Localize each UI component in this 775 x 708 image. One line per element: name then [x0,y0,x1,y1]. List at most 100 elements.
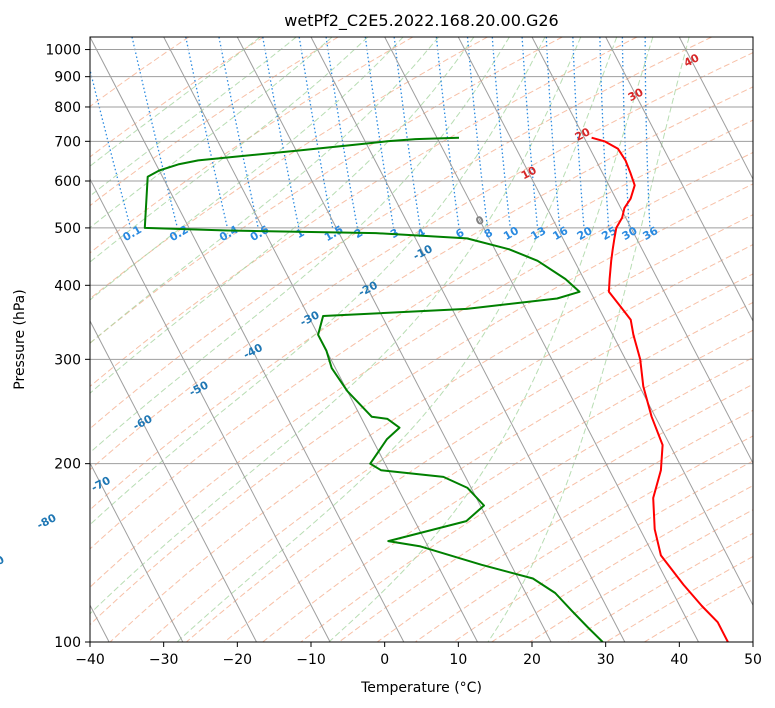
isotherm-label: -50 [187,378,211,399]
moist-adiabat [487,37,690,642]
isotherm-label: -30 [298,308,322,329]
dry-adiabat [90,183,753,626]
isotherm-label: -20 [356,278,380,299]
mixing-ratio-line [644,37,651,228]
plot-frame [89,36,754,643]
mixing-ratio-label: 0.6 [248,223,272,244]
mixing-ratio-line [466,37,489,228]
y-tick-label: 900 [54,70,81,86]
isotherm-line [90,461,184,642]
moist-adiabat [90,37,333,229]
temperature-profile [591,136,729,642]
isotherm-label: -70 [89,474,113,495]
moist-adiabat [90,37,510,454]
y-tick-label: 800 [54,100,81,116]
isotherm-line [384,37,699,642]
isotherm-label: 0 [474,213,487,228]
x-tick-label: 30 [597,652,615,668]
mixing-ratio-label: 16 [551,224,571,243]
x-tick-label: 20 [523,652,541,668]
mixing-ratio-line [131,37,179,229]
isotherm-label: 10 [519,164,539,183]
isotherm-line [752,37,753,39]
y-tick-label: 100 [54,635,81,651]
moist-adiabat [90,37,404,301]
x-tick-label: 50 [744,652,762,668]
dry-adiabat [90,37,488,300]
x-axis: −40 −30 −20 −10 0 10 20 30 40 50 [75,642,762,668]
moist-adiabat [90,37,297,197]
moist-adiabat [176,37,618,642]
y-tick-label: 1000 [45,43,81,59]
x-tick-label: −10 [296,652,326,668]
mixing-ratio-label: 10 [501,224,521,243]
moist-adiabat [90,37,475,394]
isotherm-label: 40 [682,51,702,70]
dewpoint-profile [143,136,604,642]
mixing-ratio-line [364,37,395,229]
isotherm-line [310,37,626,642]
y-tick-label: 600 [54,174,81,190]
dry-adiabat [90,86,753,511]
mixing-ratio-label: 0.2 [167,223,190,244]
dry-adiabat [90,37,563,344]
mixing-ratio-label: 1.5 [322,223,345,244]
x-tick-label: −30 [149,652,179,668]
dry-adiabat [90,37,414,254]
chart-title: wetPf2_C2E5.2022.168.20.00.G26 [284,11,558,31]
mixing-ratio-line [185,37,229,229]
dry-adiabat [90,37,264,158]
isotherm-label: -60 [131,412,155,433]
mixing-ratio-line [545,37,561,228]
isotherm-line [90,319,257,642]
x-tick-label: 10 [449,652,467,668]
dry-adiabat [338,383,753,642]
dry-adiabat [605,555,753,642]
mixing-ratio-line [90,67,132,229]
y-tick-label: 500 [54,221,81,237]
dry-adiabat [90,37,712,430]
isotherm-line [90,178,331,642]
moist-adiabat [90,37,546,526]
mixing-ratio-line [435,37,460,228]
isotherm-line [457,37,753,607]
dry-adiabat [262,329,753,642]
moist-adiabat [90,37,439,344]
mixing-ratio-label: 0.4 [217,223,241,244]
y-tick-label: 400 [54,278,81,294]
mixing-ratio-line [262,37,300,229]
dry-adiabat [186,273,753,642]
x-tick-label: −40 [75,652,105,668]
mixing-ratio-line [521,37,539,228]
moist-adiabat [328,37,654,642]
isotherm-line [678,37,753,181]
mixing-ratio-line [393,37,421,228]
y-tick-label: 300 [54,352,81,368]
mixing-ratio-label: 20 [575,224,595,243]
dry-adiabat [90,119,753,550]
x-tick-label: 40 [670,652,688,668]
isotherm-label: -40 [241,341,265,362]
dry-adiabat [90,52,753,471]
y-axis: 100 200 300 400 500 600 700 800 900 1000 [45,43,90,651]
isotherm-line [90,37,405,642]
mixing-ratio-line [298,37,334,229]
isotherm-line [605,37,753,323]
moist-adiabat [90,37,369,263]
y-tick-label: 700 [54,134,81,150]
y-axis-label: Pressure (hPa) [12,289,28,389]
isotherm-label: -90 [0,553,7,574]
dry-adiabat [300,356,753,642]
mixing-ratio-line [325,37,359,229]
x-tick-label: 0 [380,652,389,668]
dry-adiabat [90,37,190,108]
mixing-ratio-label: 13 [528,224,548,243]
dry-adiabat [224,301,753,642]
background-lines [90,37,753,642]
dry-adiabat [147,244,753,642]
dry-adiabat [90,151,753,588]
isotherm-label: 30 [626,85,646,104]
x-axis-label: Temperature (°C) [360,680,482,696]
isotherm-line [236,37,552,642]
